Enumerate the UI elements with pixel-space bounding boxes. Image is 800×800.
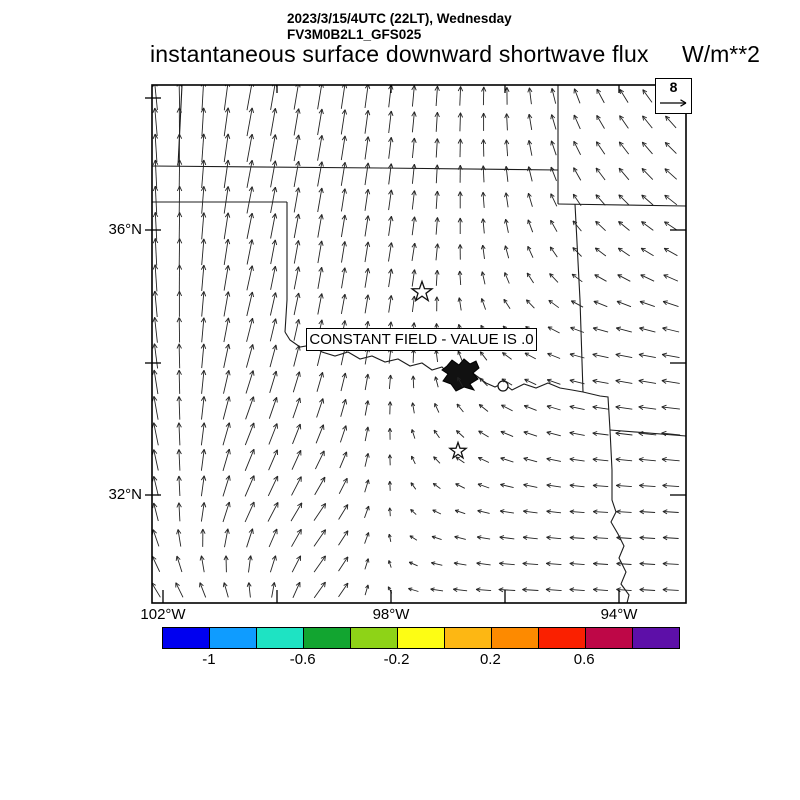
- valid-time-label: 2023/3/15/4UTC (22LT), Wednesday: [287, 11, 512, 26]
- lat-tick-label: 36°N: [108, 221, 142, 238]
- colorbar-segment: [257, 628, 304, 648]
- border-fragment-topleft-line: [177, 85, 183, 167]
- kansas-oklahoma-border-line: [152, 165, 559, 171]
- lake-texoma-shape: [441, 358, 480, 392]
- markers-layer: [151, 84, 687, 604]
- lon-tick-label: 98°W: [372, 606, 410, 623]
- arkansas-texas-jog-line: [582, 391, 611, 431]
- lat-tick-label: 32°N: [108, 486, 142, 503]
- colorbar-tick-label: -0.6: [289, 651, 316, 668]
- arkansas-louisiana-border-line: [609, 429, 686, 437]
- lon-tick-label: 94°W: [600, 606, 638, 623]
- colorbar: [162, 627, 680, 649]
- colorbar-segment: [445, 628, 492, 648]
- colorbar-tick-label: -0.2: [383, 651, 410, 668]
- small-lake-shape: [497, 380, 509, 392]
- colorbar-tick-label: 0.6: [573, 651, 595, 668]
- texas-panhandle-east-border-line: [284, 202, 288, 333]
- colorbar-segment: [539, 628, 586, 648]
- colorbar-segment: [398, 628, 445, 648]
- city-star-marker: [410, 279, 434, 303]
- colorbar-segment: [351, 628, 398, 648]
- colorbar-segment: [633, 628, 679, 648]
- wind-vector-layer: [152, 85, 681, 599]
- plot-units-label: W/m**2: [682, 41, 760, 67]
- oklahoma-arkansas-border-line: [574, 203, 584, 393]
- colorbar-segment: [210, 628, 257, 648]
- lon-tick-label: 102°W: [140, 606, 186, 623]
- model-run-label: FV3M0B2L1_GFS025: [287, 27, 422, 42]
- map-frame: [151, 84, 687, 604]
- texas-louisiana-border-line: [609, 429, 630, 603]
- missouri-arkansas-border-line: [557, 203, 686, 207]
- reference-vector-arrow: [660, 99, 687, 107]
- axis-ticks-layer: [145, 85, 686, 603]
- state-borders-layer: [152, 85, 686, 603]
- colorbar-segment: [304, 628, 351, 648]
- colorbar-segment: [586, 628, 633, 648]
- colorbar-tick-label: -1: [202, 651, 216, 668]
- constant-field-annotation: CONSTANT FIELD - VALUE IS .0: [306, 328, 537, 351]
- colorbar-segment: [163, 628, 210, 648]
- city-star-marker: [448, 440, 468, 460]
- reference-vector-box: 8: [655, 78, 692, 114]
- colorbar-segment: [492, 628, 539, 648]
- reference-vector-value: 8: [669, 79, 678, 95]
- plot-title: instantaneous surface downward shortwave…: [150, 41, 649, 67]
- colorbar-tick-label: 0.2: [479, 651, 501, 668]
